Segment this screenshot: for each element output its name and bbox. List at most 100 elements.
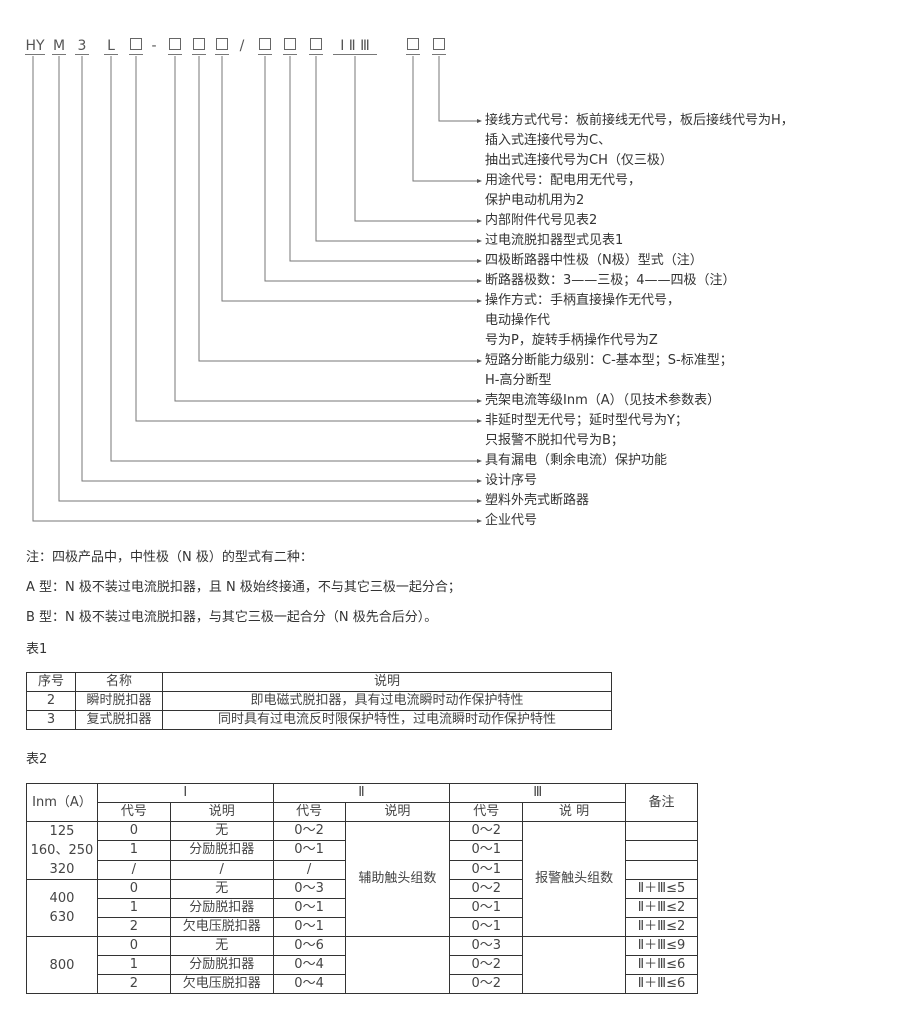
code-part: M xyxy=(52,38,66,55)
code-placeholder-box xyxy=(258,38,272,55)
cell: 分励脱扣器 xyxy=(169,955,274,975)
cell: 0～1 xyxy=(449,859,524,881)
cell: 0 xyxy=(96,879,171,899)
code-description: 内部附件代号见表2 xyxy=(485,213,598,228)
header-cell: Ⅲ xyxy=(449,783,627,803)
cell: / xyxy=(272,859,346,881)
code-placeholder-box xyxy=(129,38,143,55)
cell: 0～1 xyxy=(272,898,346,918)
cell: 无 xyxy=(169,879,274,899)
cell xyxy=(344,936,451,994)
cell: 同时具有过电流反时限保护特性，过电流瞬时动作保护特性 xyxy=(162,710,612,730)
code-placeholder-box xyxy=(215,38,229,55)
leader-line xyxy=(438,56,477,122)
header-cell: 代号 xyxy=(272,802,346,822)
arrow-icon xyxy=(477,479,482,483)
code-part: 3 xyxy=(75,38,89,55)
leader-line xyxy=(135,56,477,422)
arrow-icon xyxy=(477,239,482,243)
code-description: 操作方式：手柄直接操作无代号， xyxy=(485,293,681,308)
code-description: 电动操作代 xyxy=(485,313,551,328)
cell: 0～1 xyxy=(449,840,524,861)
arrow-icon xyxy=(477,219,482,223)
cell: 0 xyxy=(96,820,171,842)
cell xyxy=(522,936,627,994)
table-row: 2 欠电压脱扣器 0～1 0～1 Ⅱ＋Ⅲ≤2 xyxy=(27,917,698,937)
code-placeholder-box xyxy=(192,38,206,55)
arrow-icon xyxy=(477,279,482,283)
cell: 3 xyxy=(26,710,76,730)
cell: 1 xyxy=(96,955,171,975)
cell: 0～2 xyxy=(449,879,524,899)
table-row: 125 160、250 320 0 无 0～2 辅助触头组数 0～2 报警触头组数 xyxy=(26,820,698,937)
table1-caption: 表1 xyxy=(26,642,48,657)
code-description: 短路分断能力级别：C-基本型；S-标准型； xyxy=(485,353,733,368)
header-cell: 名称 xyxy=(75,672,163,692)
cell: 0 xyxy=(96,936,171,956)
table-row: 2 欠电压脱扣器 0～4 0～2 Ⅱ＋Ⅲ≤6 xyxy=(27,974,698,994)
placeholder-box-icon xyxy=(284,38,296,50)
code-description: 号为P，旋转手柄操作代号为Z xyxy=(485,333,658,348)
header-cell: 说明 xyxy=(169,802,274,822)
cell: / xyxy=(96,859,171,881)
arrow-icon xyxy=(477,119,482,123)
leader-line xyxy=(289,56,477,262)
cell: 复式脱扣器 xyxy=(75,710,163,730)
code-placeholder-box xyxy=(432,38,446,55)
header-cell: Inm（A） xyxy=(26,783,98,822)
header-cell: 代号 xyxy=(96,802,171,822)
code-part: - xyxy=(151,38,157,54)
cell: 0～6 xyxy=(272,936,346,956)
table-header-row: 序号 名称 说明 xyxy=(26,672,612,692)
code-description: H-高分断型 xyxy=(485,373,552,388)
code-description: 用途代号：配电用无代号， xyxy=(485,173,642,188)
header-cell: Ⅱ xyxy=(272,783,451,803)
code-description: 断路器极数：3——三极；4——四极（注） xyxy=(485,273,736,288)
cell: 0～2 xyxy=(449,820,524,842)
cell: 无 xyxy=(169,936,274,956)
code-placeholder-box xyxy=(309,38,323,55)
leader-line xyxy=(264,56,477,282)
code-description: 具有漏电（剩余电流）保护功能 xyxy=(485,453,668,468)
code-description: 塑料外壳式断路器 xyxy=(485,493,590,508)
cell: 辅助触头组数 xyxy=(344,821,451,937)
cell: 0～4 xyxy=(272,974,346,994)
code-part: L xyxy=(104,38,118,55)
cell: 瞬时脱扣器 xyxy=(75,691,163,711)
code-description: 保护电动机用为2 xyxy=(485,193,585,208)
header-cell: 说明 xyxy=(162,672,612,692)
cell xyxy=(625,820,698,842)
code-description: 壳架电流等级Inm（A）（见技术参数表） xyxy=(485,393,721,408)
table-row: 3 复式脱扣器 同时具有过电流反时限保护特性，过电流瞬时动作保护特性 xyxy=(26,710,612,730)
code-part: / xyxy=(239,38,245,54)
code-description: 四极断路器中性极（N极）型式（注） xyxy=(485,253,703,268)
cell: / xyxy=(169,859,274,881)
cell: Ⅱ＋Ⅲ≤5 xyxy=(625,879,698,899)
placeholder-box-icon xyxy=(310,38,322,50)
table2: Inm（A） Ⅰ Ⅱ Ⅲ 备注 代号 说明 代号 说明 代号 说 明 125 1… xyxy=(26,783,698,994)
cell: 无 xyxy=(169,820,274,842)
code-description: 过电流脱扣器型式见表1 xyxy=(485,233,624,248)
header-cell: Ⅰ xyxy=(96,783,274,803)
cell: 0～1 xyxy=(272,917,346,937)
cell: 0～1 xyxy=(449,917,524,937)
cell: 分励脱扣器 xyxy=(169,898,274,918)
code-placeholder-box xyxy=(283,38,297,55)
cell: Ⅱ＋Ⅲ≤9 xyxy=(625,936,698,956)
code-description: 企业代号 xyxy=(485,513,538,528)
header-cell: 备注 xyxy=(625,783,698,822)
cell: 2 xyxy=(96,917,171,937)
placeholder-box-icon xyxy=(216,38,228,50)
leader-line xyxy=(81,56,477,482)
leader-line xyxy=(174,56,477,402)
cell: Ⅱ＋Ⅲ≤6 xyxy=(625,955,698,975)
cell: 2 xyxy=(96,974,171,994)
leader-line xyxy=(412,56,477,182)
arrow-icon xyxy=(477,419,482,423)
note-a-type: A 型：N 极不装过电流脱扣器，且 N 极始终接通，不与其它三极一起分合； xyxy=(26,580,461,595)
code-leader-lines xyxy=(32,56,482,523)
table-subheader-row: 代号 说明 代号 说明 代号 说 明 xyxy=(27,802,698,822)
note-b-type: B 型：N 极不装过电流脱扣器，与其它三极一起合分（N 极先合后分）。 xyxy=(26,610,438,625)
cell: 1 xyxy=(96,840,171,861)
code-placeholder-box xyxy=(406,38,420,55)
